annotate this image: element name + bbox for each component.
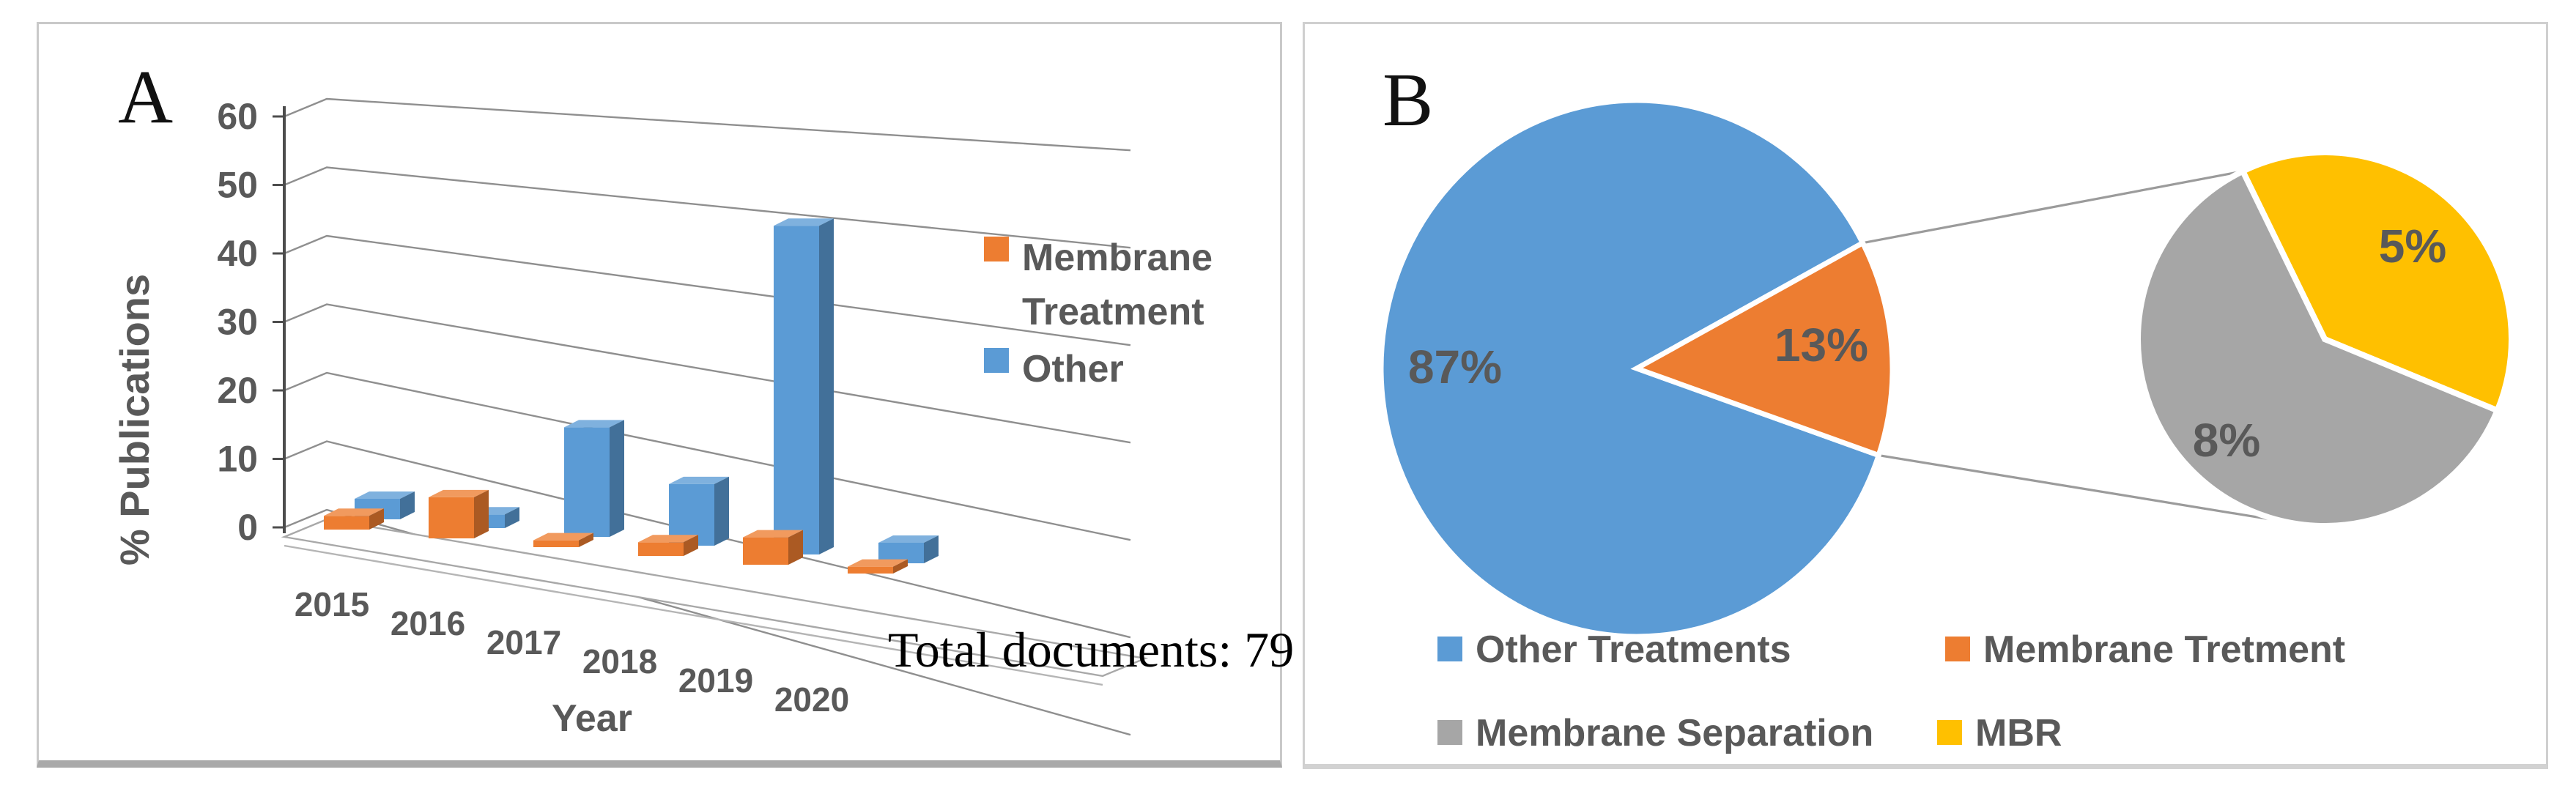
legend-label-membrane-treatment: Membrane Treatment	[1022, 237, 1213, 333]
total-documents-note: Total documents: 79	[888, 622, 1295, 678]
legend-item-other-treatments: Other Treatments	[1437, 631, 1791, 669]
svg-text:20: 20	[217, 370, 258, 411]
svg-text:2015: 2015	[295, 585, 369, 623]
svg-text:2018: 2018	[582, 642, 657, 680]
svg-text:10: 10	[217, 439, 258, 480]
panel-a: A 0 10 20 30 40 50 60 2015 2016 2017 2018 2019 2020%…	[37, 22, 1282, 768]
legend-item-membrane-treatment: Membrane Treatment	[984, 231, 1264, 339]
bar-chart-3d: 0 10 20 30 40 50 60 2015 2016 2017 2018 2019 2020 % P…	[111, 96, 1149, 740]
legend-swatch-other-treatments	[1437, 637, 1462, 661]
svg-text:2019: 2019	[678, 661, 753, 700]
svg-text:8%: 8%	[2193, 414, 2261, 467]
legend-label-membrane-tretment: Membrane Tretment	[1983, 628, 2346, 671]
panel-b-label: B	[1383, 58, 1434, 142]
legend-item-mbr: MBR	[1937, 714, 2062, 752]
svg-text:2016: 2016	[391, 604, 465, 642]
legend-item-membrane-separation: Membrane Separation	[1437, 714, 1873, 752]
svg-text:0: 0	[237, 507, 258, 548]
legend-label-mbr: MBR	[1975, 712, 2062, 754]
legend-label-membrane-separation: Membrane Separation	[1476, 712, 1874, 754]
panel-b: B 87% 13% 5% 8% Other Treatments Membrane T…	[1303, 22, 2548, 769]
legend-swatch-other	[984, 348, 1009, 373]
legend-item-other: Other	[984, 342, 1264, 396]
svg-text:2020: 2020	[774, 680, 849, 719]
svg-text:2017: 2017	[486, 623, 561, 661]
legend-swatch-membrane-separation	[1437, 720, 1462, 745]
svg-text:50: 50	[217, 165, 258, 206]
svg-text:5%: 5%	[2379, 220, 2447, 272]
legend-swatch-mbr	[1937, 720, 1962, 745]
pie-of-pie-chart: 87% 13% 5% 8%	[1378, 97, 2514, 639]
legend-swatch-membrane-treatment	[984, 237, 1009, 261]
legend-label-other-treatments: Other Treatments	[1476, 628, 1791, 671]
svg-text:% Publications: % Publications	[111, 274, 158, 565]
svg-text:87%: 87%	[1408, 341, 1502, 393]
svg-text:40: 40	[217, 233, 258, 274]
svg-text:60: 60	[217, 96, 258, 137]
svg-text:Year: Year	[552, 697, 632, 740]
svg-text:30: 30	[217, 302, 258, 343]
legend-item-membrane-tretment: Membrane Tretment	[1945, 631, 2345, 669]
legend-swatch-membrane-tretment	[1945, 637, 1970, 661]
svg-text:13%: 13%	[1774, 319, 1868, 371]
legend-label-other: Other	[1022, 348, 1124, 390]
panel-a-label: A	[118, 55, 174, 139]
